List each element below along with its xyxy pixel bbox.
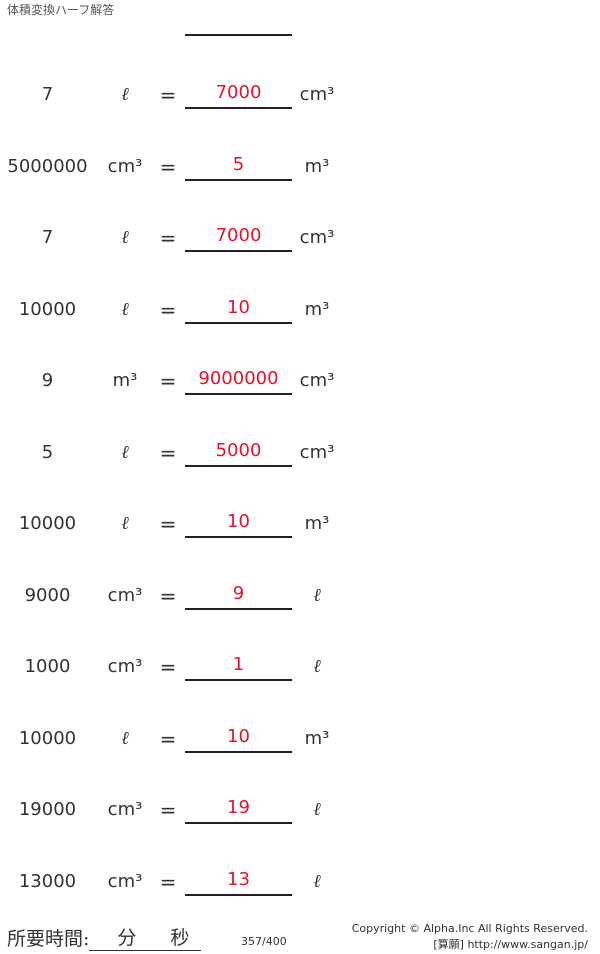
to-unit: ℓ	[313, 870, 321, 892]
answer: 5	[185, 153, 292, 181]
value: 5000000	[7, 155, 88, 177]
to-unit: cm³	[299, 441, 335, 463]
equals-sign: =	[159, 369, 177, 393]
problem-row: 19000 cm³ = 19 ℓ	[0, 796, 340, 828]
from-unit: cm³	[107, 870, 143, 892]
page-number: 357/400	[241, 935, 287, 948]
value: 13000	[18, 870, 77, 892]
problem-row: 9 m³ = 9000000 cm³	[0, 367, 340, 399]
from-unit: cm³	[107, 799, 143, 820]
problem-row: 1000 cm³ = 1 ℓ	[0, 653, 340, 685]
value: 9	[41, 370, 54, 391]
to-unit: m³	[304, 155, 330, 177]
to-unit: m³	[304, 727, 330, 749]
problem-row: 13000 cm³ = 13 ℓ	[0, 868, 340, 900]
from-unit: cm³	[107, 155, 143, 177]
value: 10000	[18, 298, 77, 320]
value: 7	[41, 227, 54, 248]
answer: 19	[185, 796, 292, 824]
equals-sign: =	[159, 226, 177, 250]
equals-sign: =	[159, 83, 177, 107]
value: 1000	[24, 656, 71, 677]
equals-sign: =	[159, 297, 177, 322]
answer: 1	[185, 653, 292, 681]
to-unit: ℓ	[313, 656, 321, 677]
time-label: 所要時間:	[7, 928, 90, 950]
copyright-text: Copyright © Alpha.Inc All Rights Reserve…	[351, 922, 588, 935]
value: 9000	[24, 584, 71, 606]
problem-row: 10000 ℓ = 10 m³	[0, 510, 340, 542]
answer: 7000	[185, 81, 292, 109]
equals-sign: =	[159, 869, 177, 894]
from-unit: ℓ	[121, 513, 129, 534]
site-url: [算願] http://www.sangan.jp/	[433, 938, 588, 951]
value: 5	[41, 441, 54, 463]
answer: 9000000	[185, 367, 292, 395]
to-unit: ℓ	[313, 584, 321, 606]
problem-row: 10000 ℓ = 10 m³	[0, 725, 340, 757]
answer: 13	[185, 868, 292, 896]
to-unit: cm³	[299, 227, 335, 248]
value: 19000	[18, 799, 77, 820]
value: 10000	[18, 513, 77, 534]
from-unit: ℓ	[121, 227, 129, 248]
answer: 7000	[185, 224, 292, 252]
equals-sign: =	[159, 655, 177, 679]
equals-sign: =	[159, 440, 177, 465]
equals-sign: =	[159, 512, 177, 536]
seconds-label: 秒	[170, 927, 190, 949]
answer: 10	[185, 296, 292, 324]
value: 7	[41, 84, 54, 105]
from-unit: m³	[112, 370, 138, 391]
equals-sign: =	[159, 726, 177, 751]
copyright: Copyright © Alpha.Inc All Rights Reserve…	[352, 921, 588, 953]
to-unit: cm³	[299, 370, 335, 391]
time-taken: 所要時間: 分秒	[7, 926, 202, 951]
problem-row: 9000 cm³ = 9 ℓ	[0, 582, 340, 614]
answer: 9	[185, 582, 292, 610]
problem-row: 7 ℓ = 7000 cm³	[0, 81, 340, 113]
equals-sign: =	[159, 798, 177, 822]
top-blank-line	[185, 34, 292, 36]
to-unit: m³	[304, 298, 330, 320]
from-unit: cm³	[107, 656, 143, 677]
answer: 10	[185, 725, 292, 753]
equals-sign: =	[159, 154, 177, 179]
equals-sign: =	[159, 583, 177, 608]
minutes-label: 分	[117, 927, 137, 949]
from-unit: ℓ	[121, 727, 129, 749]
problem-row: 7 ℓ = 7000 cm³	[0, 224, 340, 256]
answer: 10	[185, 510, 292, 538]
to-unit: ℓ	[313, 799, 321, 820]
worksheet-title: 体積変換ハーフ解答	[7, 3, 115, 17]
to-unit: m³	[304, 513, 330, 534]
from-unit: ℓ	[121, 84, 129, 105]
answer: 5000	[185, 439, 292, 467]
from-unit: ℓ	[121, 441, 129, 463]
problem-row: 5000000 cm³ = 5 m³	[0, 153, 340, 185]
time-blank: 分秒	[89, 926, 202, 951]
from-unit: cm³	[107, 584, 143, 606]
value: 10000	[18, 727, 77, 749]
from-unit: ℓ	[121, 298, 129, 320]
problem-row: 10000 ℓ = 10 m³	[0, 296, 340, 328]
to-unit: cm³	[299, 84, 335, 105]
problem-row: 5 ℓ = 5000 cm³	[0, 439, 340, 471]
